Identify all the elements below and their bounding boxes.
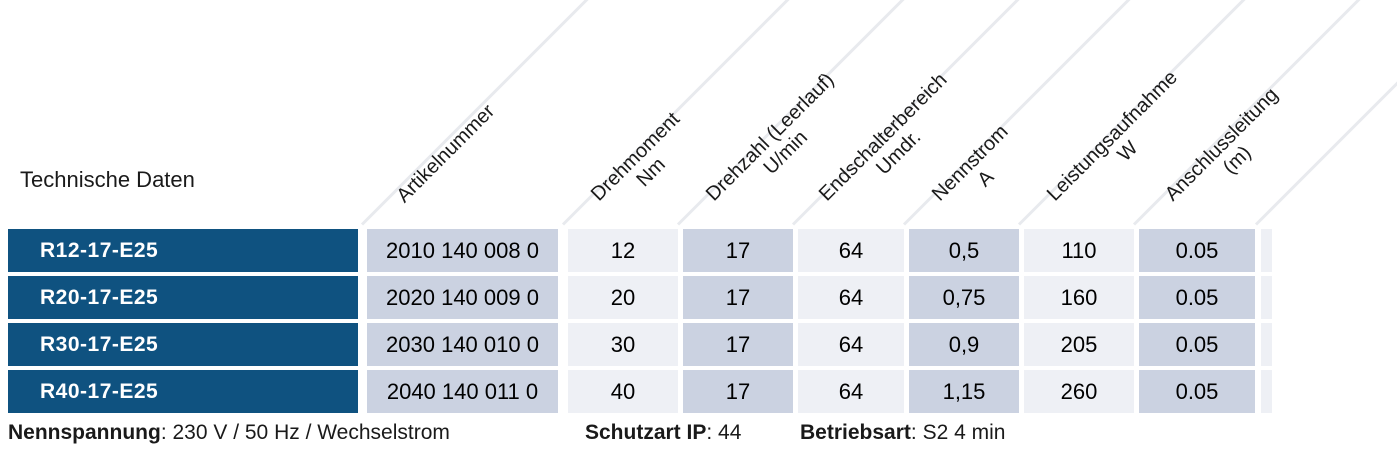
endschalter-cell: 64	[798, 229, 904, 272]
model-cell: R20-17-E25	[8, 276, 358, 319]
drehzahl-cell: 17	[683, 323, 793, 366]
artikelnummer-cell: 2020 140 009 0	[367, 276, 558, 319]
model-cell: R12-17-E25	[8, 229, 358, 272]
page-title: Technische Daten	[20, 167, 195, 192]
anschlussleitung-cell: 0.05	[1139, 229, 1255, 272]
spec-label: Nennspannung	[8, 421, 161, 444]
column-header-label: Artikelnummer	[392, 100, 500, 207]
table-header: Artikelnummer Drehmoment Nm Drehzahl (Le…	[0, 0, 1397, 226]
artikelnummer-cell: 2030 140 010 0	[367, 323, 558, 366]
column-header-label: Leistungsaufnahme	[1042, 66, 1182, 206]
nennstrom-cell: 0,75	[909, 276, 1019, 319]
endschalter-cell: 64	[798, 276, 904, 319]
spec-betriebsart: Betriebsart: S2 4 min	[800, 421, 1006, 444]
column-header-artikelnummer: Artikelnummer	[392, 100, 499, 207]
endschalter-cell: 64	[798, 370, 904, 413]
artikelnummer-cell: 2040 140 011 0	[367, 370, 558, 413]
spec-label: Schutzart IP	[585, 421, 707, 444]
cutoff-column-sliver	[1261, 229, 1272, 272]
leistung-cell: 110	[1024, 229, 1134, 272]
drehmoment-cell: 20	[568, 276, 678, 319]
column-header-nennstrom: Nennstrom A	[928, 121, 1028, 221]
nennstrom-cell: 0,9	[909, 323, 1019, 366]
cutoff-column-sliver	[1261, 370, 1272, 413]
drehzahl-cell: 17	[683, 370, 793, 413]
anschlussleitung-cell: 0.05	[1139, 276, 1255, 319]
footer-specs: Nennspannung: 230 V / 50 Hz / Wechselstr…	[0, 421, 1397, 455]
spec-value: 230 V / 50 Hz / Wechselstrom	[172, 421, 450, 444]
model-cell: R40-17-E25	[8, 370, 358, 413]
spec-nennspannung: Nennspannung: 230 V / 50 Hz / Wechselstr…	[8, 421, 450, 444]
drehzahl-cell: 17	[683, 229, 793, 272]
table-row: R12-17-E25 2010 140 008 0 12 17 64 0,5 1…	[0, 229, 1397, 272]
endschalter-cell: 64	[798, 323, 904, 366]
spec-schutzart: Schutzart IP: 44	[585, 421, 742, 444]
leistung-cell: 160	[1024, 276, 1134, 319]
cutoff-column-sliver	[1261, 323, 1272, 366]
artikelnummer-cell: 2010 140 008 0	[367, 229, 558, 272]
drehmoment-cell: 30	[568, 323, 678, 366]
spec-value: S2 4 min	[922, 421, 1006, 444]
table-row: R30-17-E25 2030 140 010 0 30 17 64 0,9 2…	[0, 323, 1397, 366]
spec-value: 44	[718, 421, 742, 444]
drehmoment-cell: 12	[568, 229, 678, 272]
column-header-drehmoment: Drehmoment Nm	[587, 108, 700, 221]
nennstrom-cell: 1,15	[909, 370, 1019, 413]
table-row: R40-17-E25 2040 140 011 0 40 17 64 1,15 …	[0, 370, 1397, 413]
spec-label: Betriebsart	[800, 421, 911, 444]
anschlussleitung-cell: 0.05	[1139, 323, 1255, 366]
drehzahl-cell: 17	[683, 276, 793, 319]
drehmoment-cell: 40	[568, 370, 678, 413]
nennstrom-cell: 0,5	[909, 229, 1019, 272]
table-row: R20-17-E25 2020 140 009 0 20 17 64 0,75 …	[0, 276, 1397, 319]
leistung-cell: 205	[1024, 323, 1134, 366]
model-cell: R30-17-E25	[8, 323, 358, 366]
leistung-cell: 260	[1024, 370, 1134, 413]
cutoff-column-sliver	[1261, 276, 1272, 319]
anschlussleitung-cell: 0.05	[1139, 370, 1255, 413]
